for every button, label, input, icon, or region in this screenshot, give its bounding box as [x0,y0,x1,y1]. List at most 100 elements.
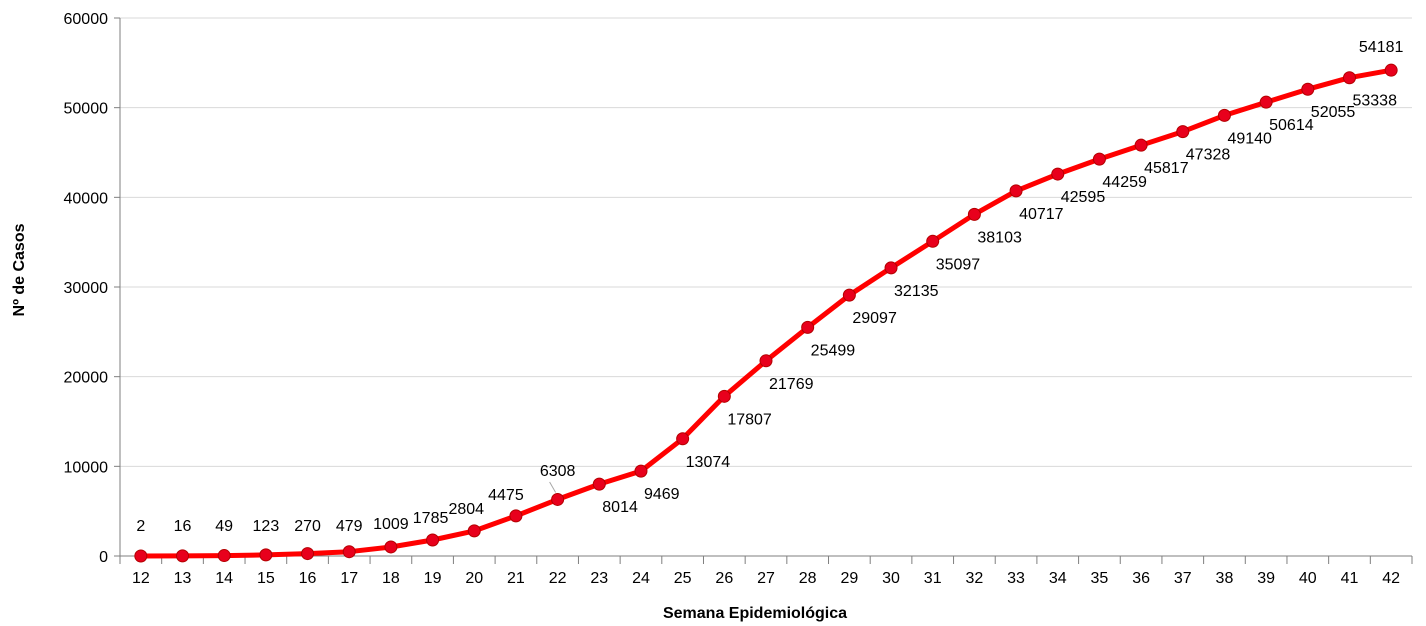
gridlines [120,17,1412,467]
x-tick-label: 29 [840,570,858,587]
data-label: 49140 [1227,130,1272,147]
data-label: 52055 [1311,104,1356,121]
x-tick-label: 38 [1216,570,1234,587]
data-point [676,432,690,446]
x-tick-label: 13 [174,570,192,587]
x-tick-label: 16 [299,570,317,587]
x-tick-label: 33 [1007,570,1025,587]
x-tick-label: 24 [632,570,650,587]
data-label: 50614 [1269,117,1314,134]
data-label: 479 [336,518,363,535]
data-point [967,207,981,221]
data-label: 8014 [602,499,638,516]
data-point [301,547,315,561]
data-point [1384,63,1398,77]
x-axis-title: Semana Epidemiológica [663,605,847,622]
data-label: 6308 [540,463,576,480]
x-tick-label: 27 [757,570,775,587]
data-point [926,234,940,248]
x-tick-label: 30 [882,570,900,587]
y-tick-label: 40000 [64,190,109,207]
data-label: 40717 [1019,206,1064,223]
x-tick-label: 20 [465,570,483,587]
data-point [1301,82,1315,96]
data-point [1342,71,1356,85]
data-label: 16 [174,518,192,535]
x-tick-label: 35 [1091,570,1109,587]
data-label: 2 [136,518,145,535]
x-tick-label: 25 [674,570,692,587]
data-point [1134,138,1148,152]
x-tick-label: 12 [132,570,150,587]
data-label: 1785 [413,510,449,527]
data-label: 4475 [488,487,524,504]
x-tick-label: 18 [382,570,400,587]
data-label: 21769 [769,376,814,393]
data-point [1009,184,1023,198]
leader-line [549,481,557,493]
y-tick-label: 50000 [64,101,109,118]
data-label: 25499 [811,342,856,359]
data-label: 17807 [727,411,772,428]
data-label: 9469 [644,486,680,503]
data-label: 123 [253,518,280,535]
data-label: 45817 [1144,160,1189,177]
data-label: 1009 [373,516,409,533]
x-tick-label: 22 [549,570,567,587]
data-point [717,389,731,403]
data-point [551,492,565,506]
x-tick-label: 14 [215,570,233,587]
x-tick-label: 15 [257,570,275,587]
y-tick-label: 10000 [64,459,109,476]
data-label: 29097 [852,310,897,327]
x-tick-label: 34 [1049,570,1067,587]
data-point [134,549,148,563]
data-point [1217,108,1231,122]
data-label: 53338 [1352,93,1397,110]
data-point [426,533,440,547]
x-tick-label: 40 [1299,570,1317,587]
x-tick-label: 41 [1341,570,1359,587]
data-point [801,320,815,334]
data-label: 13074 [686,454,731,471]
data-point [592,477,606,491]
data-point [384,540,398,554]
x-tick-label: 21 [507,570,525,587]
x-tick-labels: 12 13 14 15 16 17 18 19 20 21 22 23 24 25 26 27 28 29 30 31… [132,570,1400,587]
data-point [176,549,190,563]
data-point [342,545,356,559]
x-tick-label: 28 [799,570,817,587]
data-label: 47328 [1186,147,1231,164]
data-point [259,548,273,562]
data-point [509,509,523,523]
axes [114,17,1413,564]
data-label: 54181 [1359,39,1404,56]
data-label: 2804 [448,501,484,518]
x-tick-label: 26 [715,570,733,587]
data-point [634,464,648,478]
data-label: 49 [215,518,233,535]
x-tick-label: 42 [1382,570,1400,587]
data-point [217,549,231,563]
data-label: 42595 [1061,189,1106,206]
y-tick-labels: 0 10000 20000 30000 40000 50000 60000 [64,11,109,566]
data-point [884,261,898,275]
x-tick-label: 37 [1174,570,1192,587]
x-tick-label: 31 [924,570,942,587]
x-tick-label: 19 [424,570,442,587]
y-tick-label: 60000 [64,11,109,28]
data-point [1092,152,1106,166]
data-point [1259,95,1273,109]
data-point [1176,125,1190,139]
x-tick-label: 17 [340,570,358,587]
y-tick-label: 0 [99,549,108,566]
x-tick-label: 39 [1257,570,1275,587]
data-label: 44259 [1102,174,1147,191]
data-point [842,288,856,302]
y-tick-label: 20000 [64,370,109,387]
data-label: 32135 [894,283,939,300]
data-markers [134,63,1398,563]
x-tick-label: 32 [965,570,983,587]
